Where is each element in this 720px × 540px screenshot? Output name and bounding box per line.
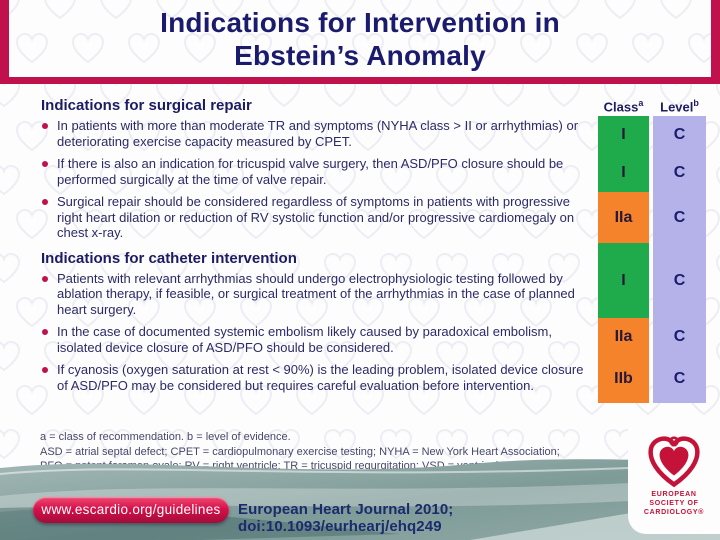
class-header-label: Class <box>603 99 639 115</box>
class-column: I I IIa I IIa IIb <box>598 116 649 403</box>
journal-citation: European Heart Journal 2010; doi:10.1093… <box>238 501 454 535</box>
class-cell: I <box>598 243 649 318</box>
bullet-text: If there is also an indication for tricu… <box>57 156 564 187</box>
title-divider-rule <box>0 77 720 84</box>
esc-logo-text-line: CARDIOLOGY® <box>643 509 705 516</box>
bullet-item: If there is also an indication for tricu… <box>40 156 596 187</box>
level-cell: C <box>653 243 706 318</box>
catheter-intervention-bullet-list: Patients with relevant arrhythmias shoul… <box>40 271 596 394</box>
bullet-item: In the case of documented systemic embol… <box>40 324 596 355</box>
bullet-icon <box>42 367 48 373</box>
class-cell: IIa <box>598 318 649 355</box>
bullet-text: Surgical repair should be considered reg… <box>57 194 575 240</box>
bullet-icon <box>42 123 48 129</box>
bullet-text: If cyanosis (oxygen saturation at rest <… <box>57 362 584 393</box>
surgical-repair-bullet-list: In patients with more than moderate TR a… <box>40 118 596 241</box>
section-heading-surgical-repair: Indications for surgical repair <box>41 97 252 114</box>
section-heading-catheter-intervention: Indications for catheter intervention <box>41 249 297 267</box>
recommendations-text-column: Indications for surgical repair In patie… <box>40 97 596 400</box>
level-cell: C <box>653 355 706 403</box>
bullet-item: Patients with relevant arrhythmias shoul… <box>40 271 596 318</box>
level-header-label: Level <box>660 99 694 115</box>
class-cell: IIb <box>598 355 649 403</box>
level-column-header: Levelb <box>651 98 708 114</box>
header-right-accent-bar <box>711 0 720 77</box>
class-cell: IIa <box>598 192 649 243</box>
bullet-text: Patients with relevant arrhythmias shoul… <box>57 270 575 317</box>
bullet-item: If cyanosis (oxygen saturation at rest <… <box>40 362 596 393</box>
bullet-item: In patients with more than moderate TR a… <box>40 118 596 149</box>
bullet-icon <box>42 329 48 335</box>
esc-logo-panel: EUROPEAN SOCIETY OF CARDIOLOGY® <box>628 428 720 534</box>
esc-logo-text-line: EUROPEAN <box>651 491 697 498</box>
slide-title-line2: Ebstein’s Anomaly <box>234 40 486 71</box>
footnote-line: ASD = atrial septal defect; CPET = cardi… <box>40 445 560 458</box>
bullet-icon <box>42 161 48 167</box>
class-cell: I <box>598 116 649 154</box>
level-header-footnote-marker: b <box>693 98 699 108</box>
slide-title-line1: Indications for Intervention in <box>160 7 560 38</box>
footnote-line: a = class of recommendation. b = level o… <box>40 431 291 443</box>
bullet-text: In patients with more than moderate TR a… <box>57 118 579 149</box>
bullet-icon <box>42 199 48 205</box>
class-cell: I <box>598 154 649 192</box>
level-cell: C <box>653 192 706 243</box>
esc-heart-logo-icon <box>648 436 700 488</box>
esc-logo-text-line: SOCIETY OF <box>649 500 699 507</box>
guidelines-link-button[interactable]: www.escardio.org/guidelines <box>33 497 229 523</box>
class-header-footnote-marker: a <box>638 98 644 108</box>
level-column: C C C C C C <box>653 116 706 403</box>
header-left-accent-bar <box>0 0 9 77</box>
level-cell: C <box>653 318 706 355</box>
bullet-icon <box>42 275 48 282</box>
bullet-item: Surgical repair should be considered reg… <box>40 194 596 241</box>
bullet-text: In the case of documented systemic embol… <box>57 324 552 355</box>
level-cell: C <box>653 116 706 154</box>
esc-logo-text: EUROPEAN SOCIETY OF CARDIOLOGY® <box>644 490 704 517</box>
slide-title: Indications for Intervention in Ebstein’… <box>0 6 720 72</box>
level-cell: C <box>653 154 706 192</box>
class-column-header: Classa <box>596 98 651 114</box>
